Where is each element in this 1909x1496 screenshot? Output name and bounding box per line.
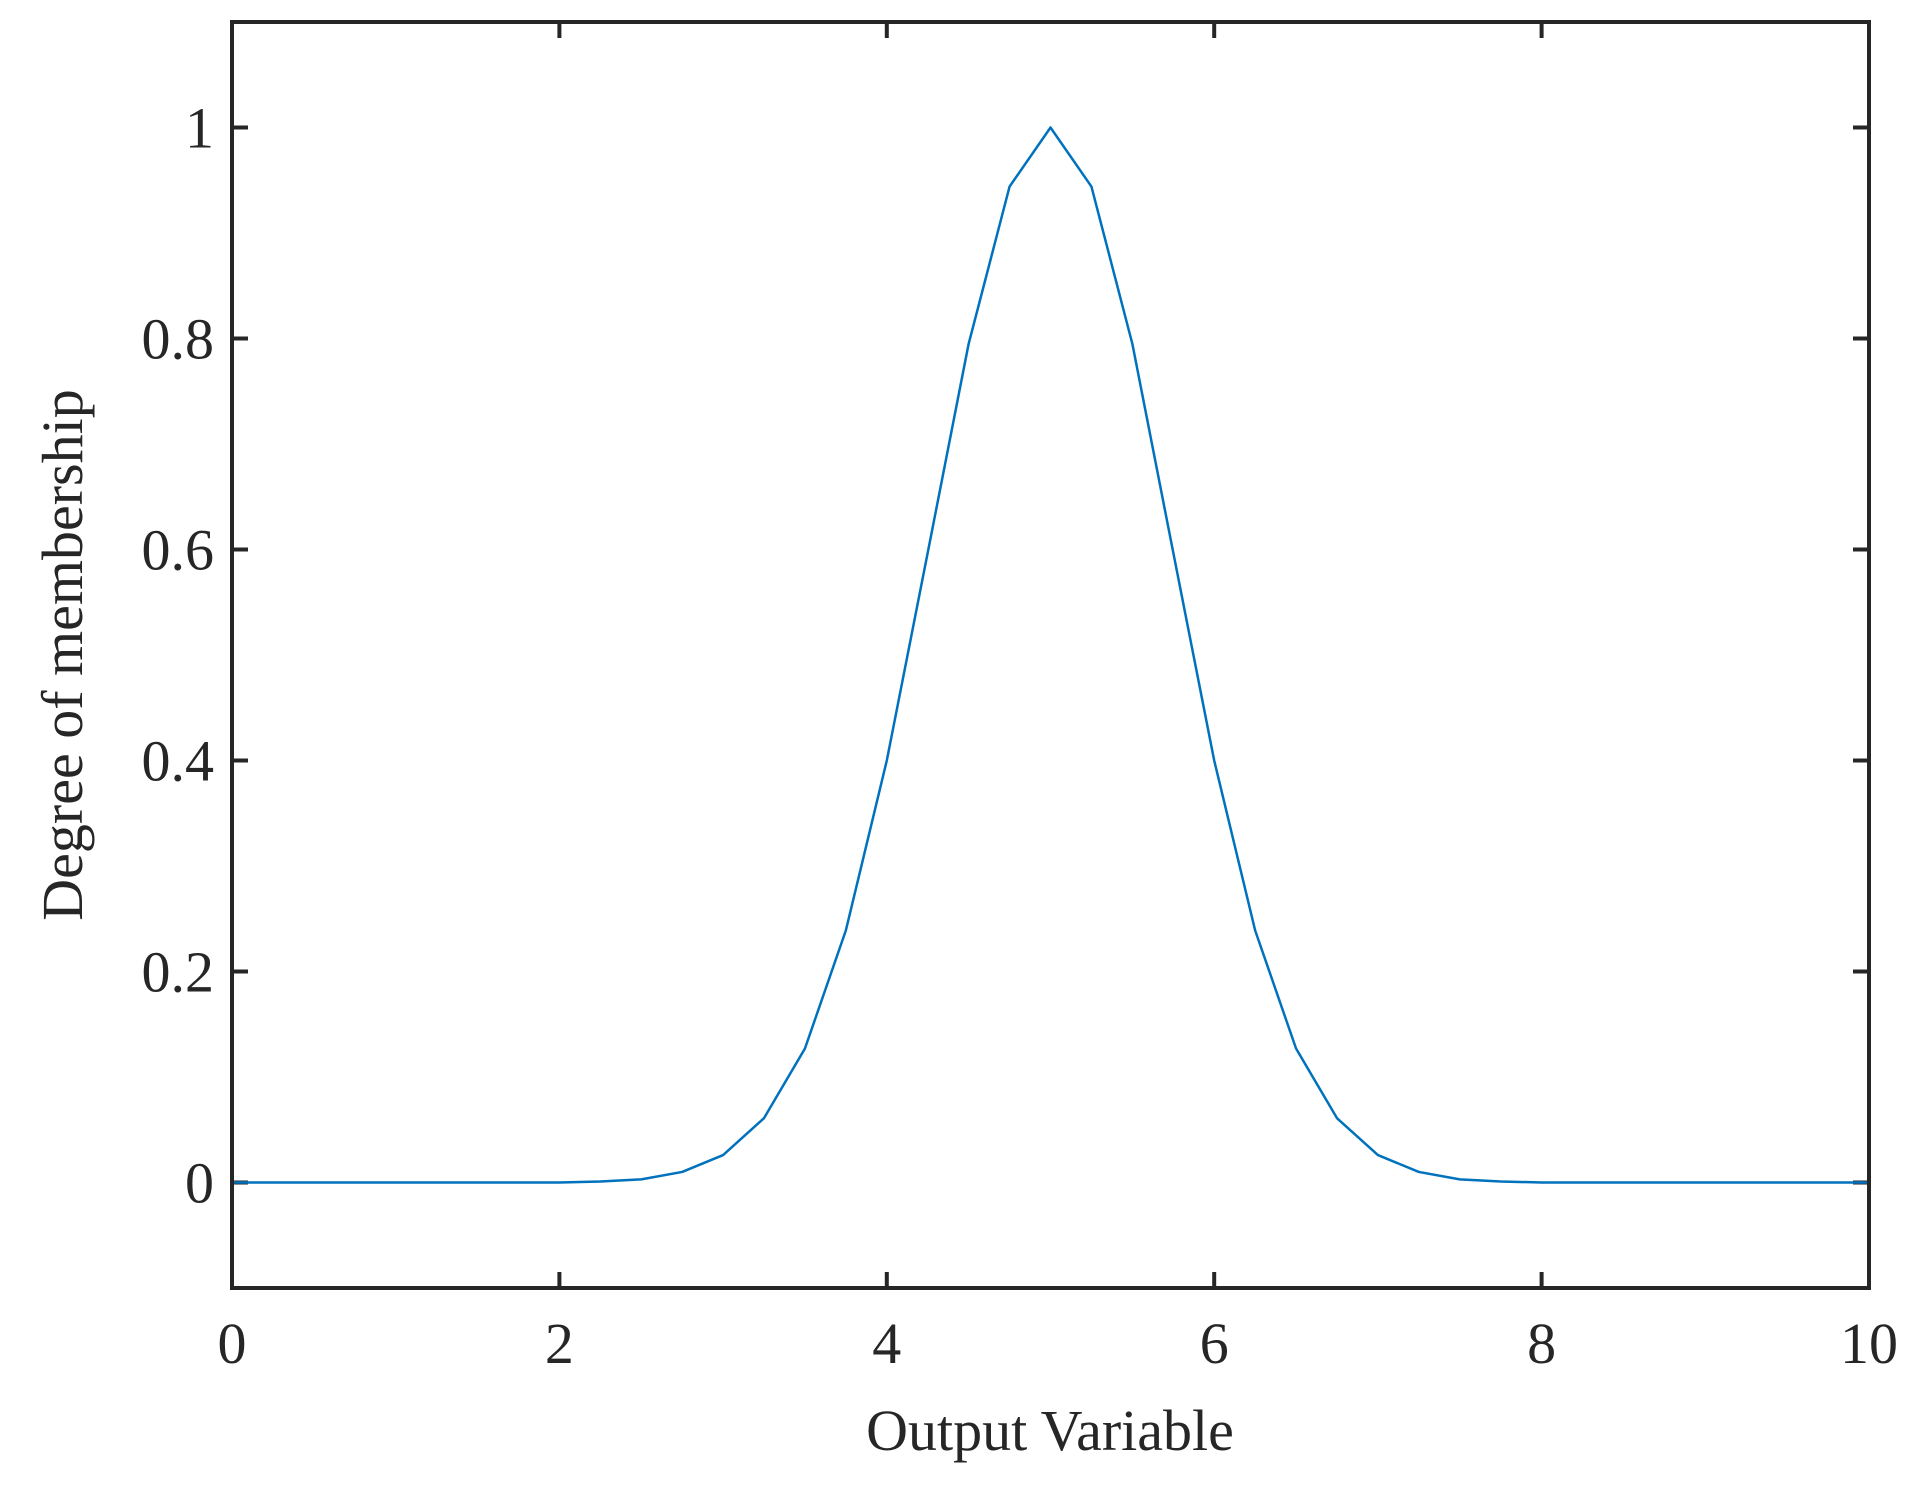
x-tick-label: 10 <box>1840 1311 1898 1376</box>
y-tick-label: 0.8 <box>142 307 215 372</box>
y-tick-label: 0.6 <box>142 518 215 583</box>
plot-frame <box>230 20 1871 1290</box>
x-tick-label: 4 <box>872 1311 901 1376</box>
x-axis-label: Output Variable <box>866 1398 1234 1463</box>
y-tick-label: 0.4 <box>142 729 215 794</box>
x-tick-label: 0 <box>218 1311 247 1376</box>
y-tick-label: 1 <box>185 96 214 161</box>
y-tick-label: 0.2 <box>142 940 215 1005</box>
y-axis-label: Degree of membership <box>30 389 95 920</box>
data-line <box>232 126 1869 1184</box>
x-tick-label: 2 <box>545 1311 574 1376</box>
x-tick-label: 6 <box>1200 1311 1229 1376</box>
x-tick-label: 8 <box>1527 1311 1556 1376</box>
y-tick-label: 0 <box>185 1151 214 1216</box>
